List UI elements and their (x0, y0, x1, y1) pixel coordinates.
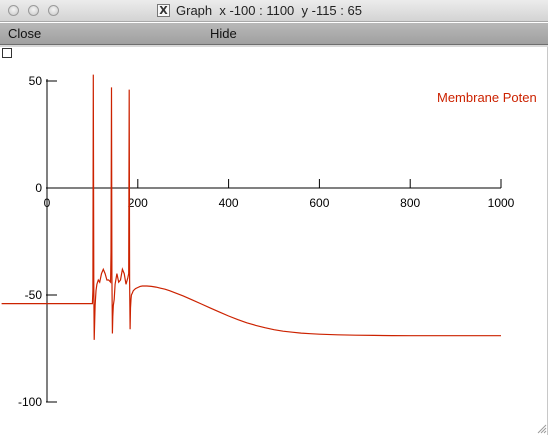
y-tick-label: -50 (25, 288, 43, 302)
graph-canvas[interactable]: 0 200 400 600 800 1000 50 0 -50 -100 Membrane Pot… (0, 48, 548, 435)
resize-grip-icon[interactable] (535, 422, 547, 434)
axes (46, 79, 501, 402)
window-close-circle-icon[interactable] (8, 5, 19, 16)
window-titlebar: X Graph x -100 : 1100 y -115 : 65 (0, 0, 548, 22)
menubar-divider (0, 45, 548, 47)
graph-menubar: Close Hide (0, 23, 548, 45)
close-button[interactable]: Close (8, 26, 42, 41)
window-zoom-circle-icon[interactable] (48, 5, 59, 16)
x-tick-label: 1000 (488, 196, 515, 210)
y-tick-label: 0 (35, 181, 42, 195)
series-line-membrane-potential (1, 74, 501, 340)
tick-labels: 0 200 400 600 800 1000 50 0 -50 -100 (18, 74, 515, 409)
window-minimize-circle-icon[interactable] (28, 5, 39, 16)
tick-marks (46, 80, 502, 403)
x-tick-label: 400 (219, 196, 239, 210)
hide-button[interactable]: Hide (210, 26, 237, 41)
graph-checkbox[interactable] (2, 48, 12, 58)
series-layer (1, 74, 501, 340)
y-tick-label: -100 (18, 395, 42, 409)
x11-app-icon: X (157, 4, 170, 17)
legend-membrane-potential: Membrane Poten (437, 90, 537, 105)
x-tick-label: 600 (309, 196, 329, 210)
y-tick-label: 50 (29, 74, 43, 88)
x-tick-label: 0 (44, 196, 51, 210)
x-tick-label: 200 (128, 196, 148, 210)
window-title: Graph x -100 : 1100 y -115 : 65 (176, 3, 362, 18)
x-tick-label: 800 (400, 196, 420, 210)
